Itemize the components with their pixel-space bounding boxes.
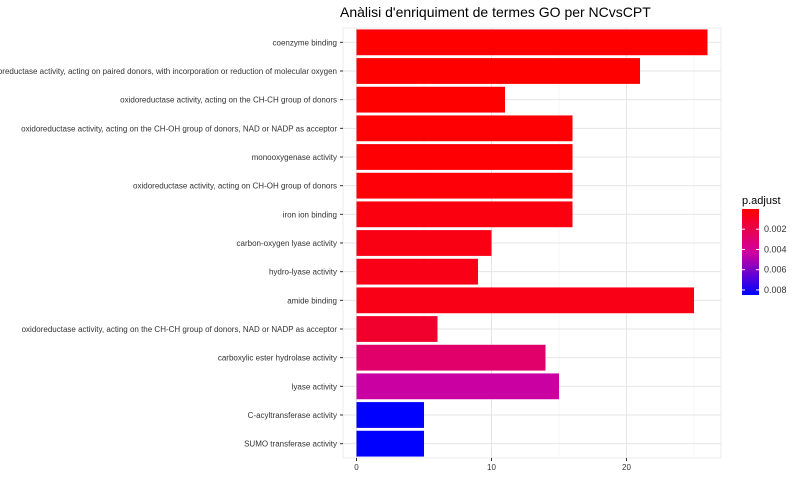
y-tick-label: C-acyltransferase activity [248,411,337,420]
bar [356,230,492,256]
bar [356,316,438,342]
x-tick-label: 20 [622,463,631,472]
legend-tick-label: 0.004 [764,244,787,254]
bar [356,373,559,400]
legend: p.adjust 0.002 0.004 0.006 0.008 [742,195,787,295]
bar [356,58,640,84]
y-tick-label: coenzyme binding [273,38,337,47]
legend-tick-label: 0.006 [764,265,787,275]
y-axis: coenzyme binding oxidoreductase activity,… [0,38,343,449]
legend-tick-label: 0.008 [764,285,787,295]
chart-title: Anàlisi d'enriquiment de termes GO per N… [340,4,651,20]
x-axis: 0 10 20 [354,458,631,472]
y-tick-label: hydro-lyase activity [269,268,337,277]
legend-tick-label: 0.002 [764,224,787,234]
y-tick-label: amide binding [287,296,337,305]
y-tick-label: monooxygenase activity [252,153,337,162]
bar [356,172,573,199]
y-tick-label: carbon-oxygen lyase activity [237,239,338,248]
y-tick-label: lyase activity [292,382,337,391]
x-tick-label: 10 [487,463,496,472]
bars [356,29,708,457]
bar [356,115,573,142]
y-tick-label: oxidoreductase activity, acting on the C… [120,96,337,105]
bar [356,258,478,285]
bar [356,287,694,314]
y-tick-label: oxidoreductase activity, acting on the C… [22,325,338,334]
bar [356,201,573,228]
bar [356,29,708,56]
bar [356,86,505,113]
bar [356,430,424,457]
bar [356,344,546,371]
legend-colorbar [742,209,759,295]
y-tick-label: oxidoreductase activity, acting on paire… [0,67,337,76]
y-tick-label: oxidoreductase activity, acting on the C… [21,124,337,133]
legend-ticks: 0.002 0.004 0.006 0.008 [742,224,787,295]
x-tick-label: 0 [354,463,359,472]
y-tick-label: carboxylic ester hydrolase activity [218,354,337,363]
y-tick-label: oxidoreductase activity, acting on CH-OH… [133,182,337,191]
legend-title: p.adjust [742,195,781,207]
bar [356,144,573,170]
bar [356,402,424,428]
y-tick-label: SUMO transferase activity [244,440,337,449]
y-tick-label: iron ion binding [283,210,337,219]
